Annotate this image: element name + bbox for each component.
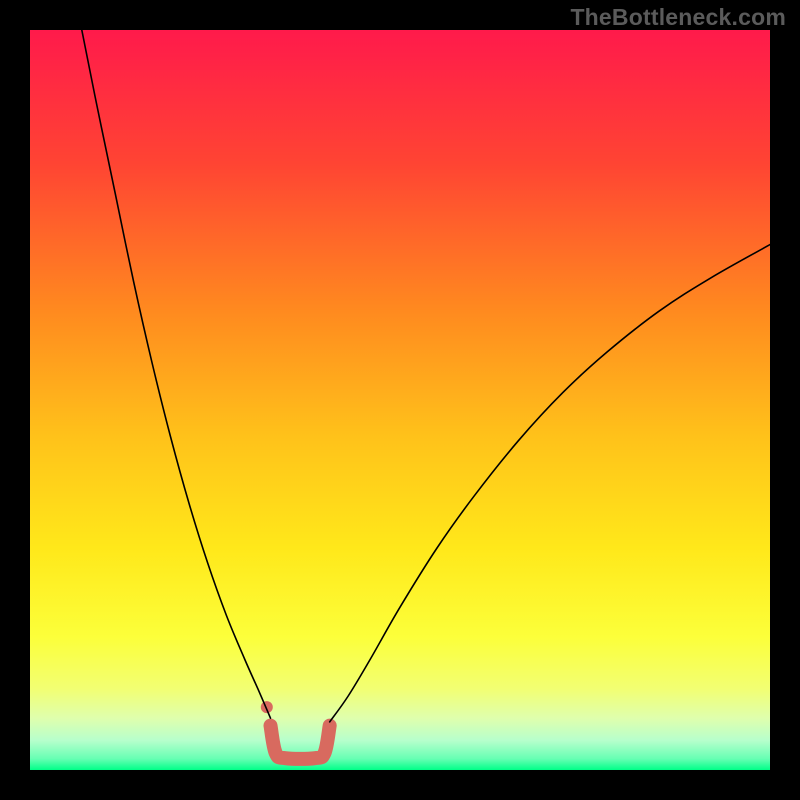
- bottleneck-curve-chart: [0, 0, 800, 800]
- chart-stage: TheBottleneck.com: [0, 0, 800, 800]
